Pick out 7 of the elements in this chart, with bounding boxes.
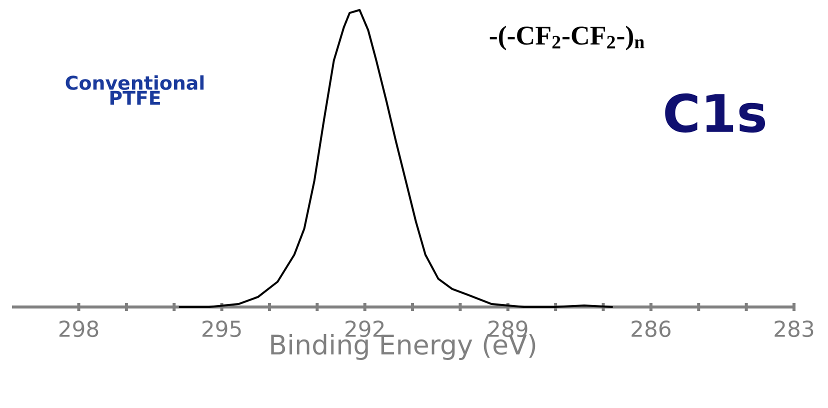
x-tick-label: 286: [632, 320, 670, 338]
annotation: C1s: [665, 93, 766, 133]
x-tick-label: 295: [202, 320, 241, 338]
x-tick-label: 283: [774, 320, 814, 338]
annotation: -(-CF$_{2}$-CF$_{2}$-)$_{n}$: [490, 26, 644, 50]
annotation: Conventional PTFE: [66, 75, 204, 105]
x-tick-label: 298: [59, 320, 98, 338]
